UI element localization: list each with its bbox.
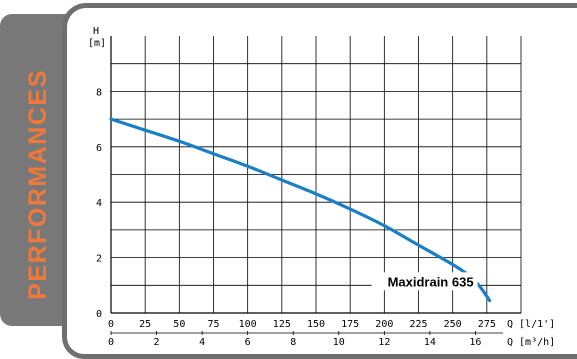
y-axis-unit: [m] <box>88 38 106 49</box>
y-tick-label: 6 <box>96 143 102 154</box>
x2-tick-label: 12 <box>378 337 390 348</box>
chart-panel <box>62 3 577 359</box>
x1-tick-label: 100 <box>239 319 257 330</box>
y-tick-label: 2 <box>96 254 102 265</box>
x2-tick-label: 16 <box>469 337 481 348</box>
x2-axis-label: Q [m³/h] <box>507 337 555 348</box>
y-tick-label: 4 <box>96 198 102 209</box>
x1-tick-label: 175 <box>341 319 359 330</box>
x2-tick-label: 6 <box>245 337 251 348</box>
x1-tick-label: 225 <box>409 319 427 330</box>
x2-tick-label: 0 <box>108 337 114 348</box>
x2-tick-label: 8 <box>290 337 296 348</box>
x1-tick-label: 200 <box>375 319 393 330</box>
x1-tick-label: 50 <box>173 319 185 330</box>
x1-tick-label: 150 <box>307 319 325 330</box>
x2-tick-label: 2 <box>154 337 160 348</box>
y-axis-symbol: H <box>93 26 99 37</box>
x1-axis-label: Q [l/1'] <box>507 319 555 330</box>
y-tick-label: 8 <box>96 87 102 98</box>
x1-tick-label: 75 <box>207 319 219 330</box>
x1-tick-label: 0 <box>108 319 114 330</box>
series-label: Maxidrain 635 <box>388 274 474 289</box>
series-label-background <box>371 272 478 291</box>
x2-tick-label: 14 <box>424 337 436 348</box>
x1-tick-label: 250 <box>444 319 462 330</box>
x2-tick-label: 10 <box>333 337 345 348</box>
x2-tick-label: 4 <box>199 337 205 348</box>
x1-tick-label: 125 <box>273 319 291 330</box>
x1-tick-label: 275 <box>478 319 496 330</box>
x1-tick-label: 25 <box>139 319 151 330</box>
y-tick-label: 0 <box>96 309 102 320</box>
